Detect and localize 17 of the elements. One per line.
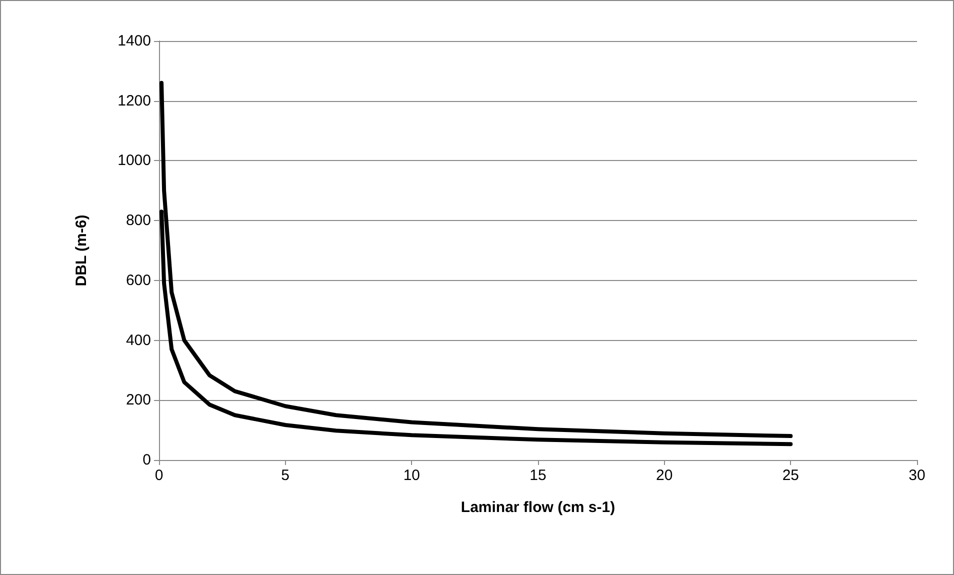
y-axis-title: DBL (m-6) [73, 214, 90, 286]
y-tick-label: 600 [126, 272, 151, 289]
y-tick-label: 1400 [118, 32, 151, 50]
y-tick-label: 800 [126, 212, 151, 230]
x-tick-label: 0 [154, 467, 164, 484]
x-tick-label: 25 [782, 467, 800, 484]
x-tick-label: 30 [908, 467, 926, 484]
y-tick-label: 0 [142, 452, 151, 468]
y-tick-label: 200 [126, 392, 151, 409]
x-tick-label: 5 [281, 467, 290, 484]
x-tick-label: 15 [530, 467, 546, 484]
y-tick-label: 1200 [118, 92, 151, 110]
x-tick-label: 20 [656, 467, 673, 484]
x-tick-label: 10 [403, 467, 420, 484]
y-tick-label: 400 [126, 332, 151, 349]
y-tick-label: 1000 [118, 152, 151, 170]
x-axis-title: Laminar flow (cm s-1) [460, 499, 616, 516]
